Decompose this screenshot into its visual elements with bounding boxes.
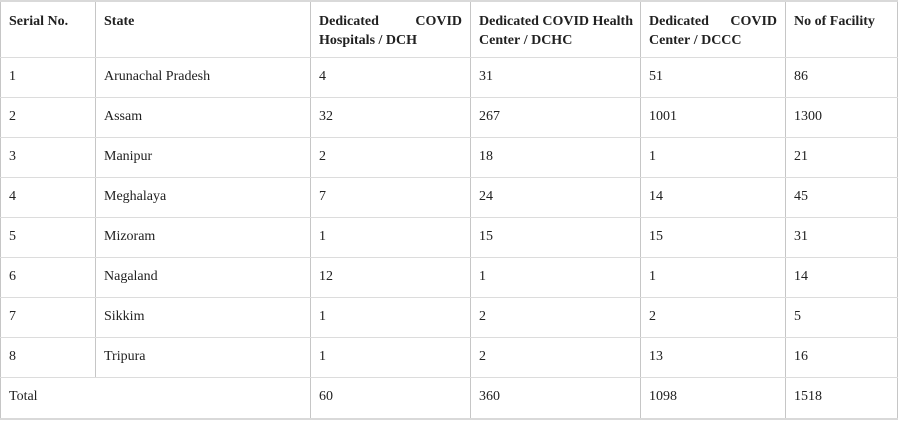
cell-dccc: 51 <box>640 57 786 98</box>
cell-dch: 2 <box>310 137 471 178</box>
cell-state: Mizoram <box>95 217 311 258</box>
cell-serial-no: 5 <box>0 217 96 258</box>
cell-facility: 1300 <box>785 97 898 138</box>
table-row: 5 Mizoram 1 15 15 31 <box>0 217 898 258</box>
cell-serial-no: 4 <box>0 177 96 218</box>
cell-serial-no: 8 <box>0 337 96 378</box>
cell-dch: 1 <box>310 337 471 378</box>
table-row: 6 Nagaland 12 1 1 14 <box>0 257 898 298</box>
cell-facility: 45 <box>785 177 898 218</box>
table-row: 7 Sikkim 1 2 2 5 <box>0 297 898 338</box>
cell-facility: 16 <box>785 337 898 378</box>
cell-dch: 12 <box>310 257 471 298</box>
column-header-no-facility: No of Facility <box>785 0 898 58</box>
cell-dch: 1 <box>310 217 471 258</box>
cell-dccc: 1 <box>640 137 786 178</box>
cell-dchc: 24 <box>470 177 641 218</box>
cell-facility: 5 <box>785 297 898 338</box>
cell-state: Meghalaya <box>95 177 311 218</box>
cell-state: Sikkim <box>95 297 311 338</box>
table-row: 1 Arunachal Pradesh 4 31 51 86 <box>0 57 898 98</box>
total-facility-cell: 1518 <box>785 377 898 420</box>
cell-dch: 4 <box>310 57 471 98</box>
cell-dchc: 267 <box>470 97 641 138</box>
column-header-dch: Dedicated COVID Hospitals / DCH <box>310 0 471 58</box>
cell-facility: 31 <box>785 217 898 258</box>
column-header-state: State <box>95 0 311 58</box>
cell-dccc: 2 <box>640 297 786 338</box>
column-header-dchc: Dedicated COVID Health Center / DCHC <box>470 0 641 58</box>
cell-dchc: 2 <box>470 337 641 378</box>
cell-dch: 1 <box>310 297 471 338</box>
cell-serial-no: 7 <box>0 297 96 338</box>
table-row: 8 Tripura 1 2 13 16 <box>0 337 898 378</box>
total-dch-cell: 60 <box>310 377 471 420</box>
column-header-serial-no: Serial No. <box>0 0 96 58</box>
cell-dch: 32 <box>310 97 471 138</box>
cell-facility: 14 <box>785 257 898 298</box>
cell-dccc: 1 <box>640 257 786 298</box>
total-row: Total 60 360 1098 1518 <box>0 377 898 420</box>
cell-dch: 7 <box>310 177 471 218</box>
cell-state: Arunachal Pradesh <box>95 57 311 98</box>
cell-dchc: 1 <box>470 257 641 298</box>
cell-facility: 86 <box>785 57 898 98</box>
table-row: 4 Meghalaya 7 24 14 45 <box>0 177 898 218</box>
column-header-dccc: Dedicated COVID Center / DCCC <box>640 0 786 58</box>
cell-state: Nagaland <box>95 257 311 298</box>
cell-state: Assam <box>95 97 311 138</box>
total-dccc-cell: 1098 <box>640 377 786 420</box>
table-row: 3 Manipur 2 18 1 21 <box>0 137 898 178</box>
cell-dchc: 2 <box>470 297 641 338</box>
cell-state: Manipur <box>95 137 311 178</box>
cell-dchc: 15 <box>470 217 641 258</box>
cell-dchc: 31 <box>470 57 641 98</box>
cell-dccc: 13 <box>640 337 786 378</box>
cell-facility: 21 <box>785 137 898 178</box>
cell-serial-no: 1 <box>0 57 96 98</box>
cell-dccc: 15 <box>640 217 786 258</box>
cell-serial-no: 2 <box>0 97 96 138</box>
cell-state: Tripura <box>95 337 311 378</box>
total-label-cell: Total <box>0 377 311 420</box>
cell-serial-no: 3 <box>0 137 96 178</box>
table-row: 2 Assam 32 267 1001 1300 <box>0 97 898 138</box>
cell-dccc: 1001 <box>640 97 786 138</box>
cell-dccc: 14 <box>640 177 786 218</box>
header-row: Serial No. State Dedicated COVID Hospita… <box>0 0 898 58</box>
cell-serial-no: 6 <box>0 257 96 298</box>
cell-dchc: 18 <box>470 137 641 178</box>
total-dchc-cell: 360 <box>470 377 641 420</box>
